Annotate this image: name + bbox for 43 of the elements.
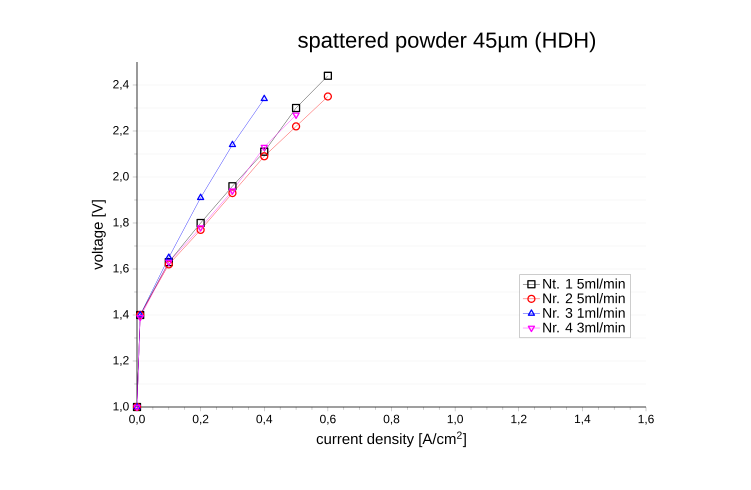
legend-label: Nr. 3 1ml/min bbox=[543, 308, 625, 318]
legend-label: Nt. 1 5ml/min bbox=[543, 278, 625, 289]
point bbox=[292, 104, 300, 112]
chart-title: spattered powder 45µm (HDH) bbox=[298, 32, 596, 52]
point bbox=[260, 148, 268, 156]
point bbox=[324, 72, 332, 80]
point bbox=[196, 194, 204, 200]
x-tick-label: 0,0 bbox=[129, 414, 145, 425]
point bbox=[228, 140, 236, 148]
x-tick-label: 1,2 bbox=[511, 414, 526, 425]
x-tick-label: 0,8 bbox=[384, 414, 400, 425]
point bbox=[196, 218, 205, 228]
y-tick-label: 1,2 bbox=[114, 356, 129, 366]
point bbox=[228, 188, 236, 195]
point bbox=[260, 94, 268, 102]
point bbox=[164, 260, 173, 269]
x-tick-label: 0,2 bbox=[192, 414, 208, 425]
x-tick-label: 1,6 bbox=[638, 414, 654, 425]
y-tick-label: 1,8 bbox=[114, 218, 129, 228]
y-axis-title: voltage [V] bbox=[92, 200, 106, 270]
y-tick-label: 1,0 bbox=[114, 402, 129, 412]
legend-label: Nr. 4 3ml/min bbox=[543, 322, 625, 332]
y-tick-label: 2,4 bbox=[113, 80, 129, 90]
legend-label: Nr. 2 5ml/min bbox=[543, 293, 625, 304]
point bbox=[136, 314, 144, 322]
x-tick-label: 1,4 bbox=[574, 414, 590, 425]
y-tick-label: 1,6 bbox=[114, 264, 129, 274]
point bbox=[260, 152, 268, 160]
point bbox=[196, 226, 205, 234]
point bbox=[260, 144, 268, 152]
y-tick-label: 2,0 bbox=[113, 172, 129, 182]
point bbox=[165, 253, 172, 260]
point bbox=[228, 188, 237, 198]
point bbox=[292, 112, 300, 120]
x-axis-title: current density [A/cm$^{2}$] bbox=[316, 431, 466, 448]
x-tick-label: 0,6 bbox=[320, 414, 336, 425]
x-tick-label: 1,0 bbox=[448, 414, 463, 425]
point bbox=[292, 122, 300, 131]
x-tick-label: 0,4 bbox=[256, 414, 272, 425]
y-tick-label: 2,2 bbox=[113, 126, 129, 136]
y-tick-label: 1,4 bbox=[114, 310, 129, 320]
point bbox=[196, 225, 204, 232]
point bbox=[324, 92, 332, 101]
